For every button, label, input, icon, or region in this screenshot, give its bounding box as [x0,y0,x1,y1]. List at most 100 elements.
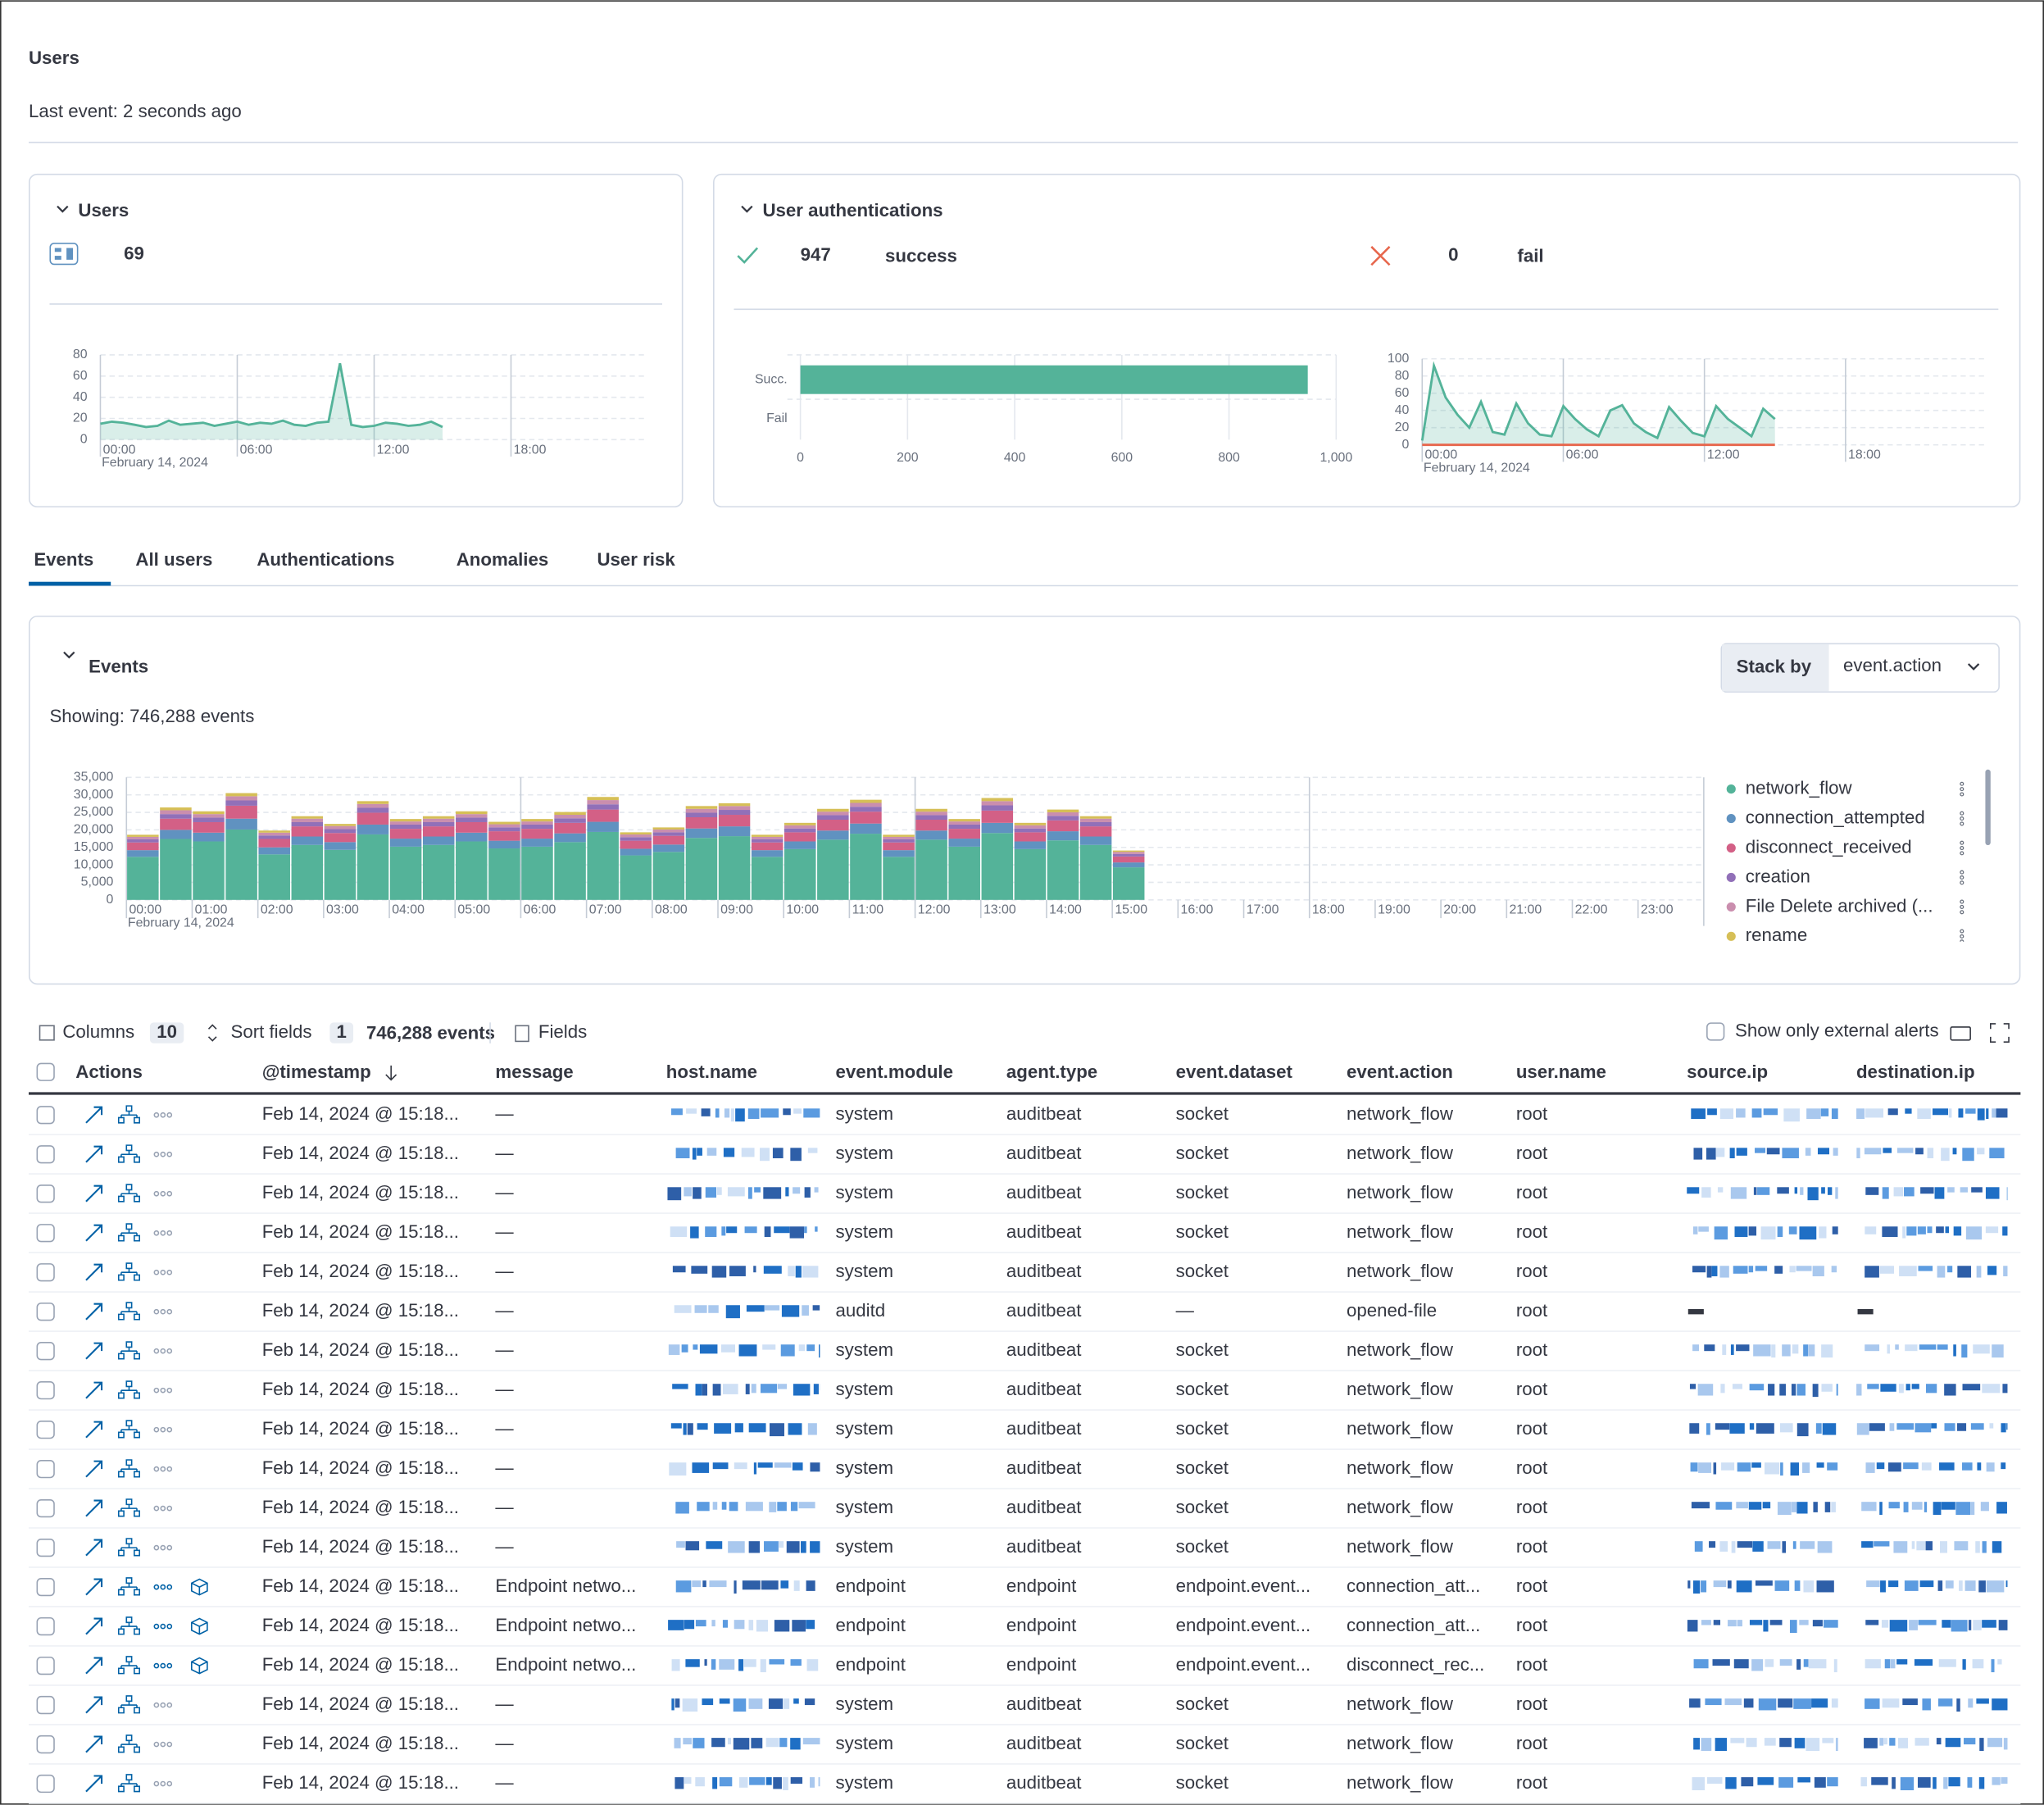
more-actions[interactable] [166,1662,173,1669]
more-actions[interactable] [166,1623,173,1630]
more-actions[interactable] [166,1230,173,1236]
checkbox[interactable] [36,1184,55,1203]
more-actions[interactable] [160,1623,166,1630]
more-actions[interactable] [153,1112,160,1118]
more-actions[interactable] [166,1780,173,1787]
user-link[interactable]: root [1516,1497,1548,1517]
column-header[interactable]: @timestamp [262,1062,371,1082]
tab[interactable]: User risk [597,549,675,570]
analyze-icon[interactable] [117,1616,140,1635]
analyze-icon[interactable] [117,1341,140,1360]
more-actions[interactable] [153,1190,160,1197]
more-actions[interactable] [153,1702,160,1708]
analyze-icon[interactable] [117,1380,140,1399]
analyze-icon[interactable] [117,1262,140,1281]
more-actions[interactable] [153,1269,160,1275]
user-link[interactable]: root [1516,1182,1548,1203]
checkbox[interactable] [36,1538,55,1557]
user-link[interactable]: root [1516,1379,1548,1399]
more-actions[interactable] [160,1584,166,1590]
checkbox[interactable] [36,1263,55,1282]
tab[interactable]: Anomalies [456,549,549,570]
fields-button[interactable]: Fields [538,1021,587,1042]
more-actions[interactable] [166,1190,173,1197]
tab[interactable]: Authentications [257,549,394,570]
user-link[interactable]: root [1516,1694,1548,1714]
fullscreen-icon[interactable] [1989,1023,2010,1043]
analyze-icon[interactable] [117,1695,140,1714]
more-actions[interactable] [166,1544,173,1551]
more-actions[interactable] [160,1741,166,1748]
more-actions[interactable] [160,1112,166,1118]
session-icon[interactable] [191,1657,208,1675]
checkbox[interactable] [36,1695,55,1715]
user-link[interactable]: root [1516,1772,1548,1793]
more-actions[interactable] [160,1466,166,1472]
more-actions[interactable] [166,1387,173,1394]
analyze-icon[interactable] [117,1459,140,1478]
column-header[interactable]: agent.type [1006,1062,1097,1082]
legend-label[interactable]: connection_attempted [1746,807,1925,827]
more-actions[interactable] [166,1505,173,1512]
more-actions[interactable] [153,1308,160,1315]
analyze-icon[interactable] [117,1498,140,1517]
user-link[interactable]: root [1516,1339,1548,1360]
more-actions[interactable] [166,1112,173,1118]
more-actions[interactable] [166,1466,173,1472]
expand-icon[interactable] [85,1539,103,1557]
user-link[interactable]: root [1516,1575,1548,1596]
expand-icon[interactable] [85,1421,103,1439]
column-header[interactable]: source.ip [1687,1062,1768,1082]
checkbox[interactable] [36,1774,55,1794]
analyze-icon[interactable] [117,1656,140,1675]
checkbox[interactable] [1706,1022,1725,1041]
expand-icon[interactable] [85,1775,103,1793]
analyze-icon[interactable] [117,1144,140,1163]
collapse-toggle[interactable] [741,205,753,213]
column-header[interactable]: event.module [836,1062,953,1082]
analyze-icon[interactable] [117,1538,140,1557]
user-link[interactable]: root [1516,1418,1548,1439]
more-actions[interactable] [160,1348,166,1354]
checkbox[interactable] [36,1460,55,1479]
legend-label[interactable]: File Delete archived (... [1746,895,1933,916]
more-actions[interactable] [166,1269,173,1275]
more-actions[interactable] [160,1544,166,1551]
dropdown-arrow[interactable] [1967,663,1980,671]
user-link[interactable]: root [1516,1536,1548,1557]
more-actions[interactable] [160,1308,166,1315]
user-link[interactable]: root [1516,1654,1548,1675]
analyze-icon[interactable] [117,1184,140,1203]
more-actions[interactable] [160,1702,166,1708]
more-actions[interactable] [166,1151,173,1157]
expand-icon[interactable] [85,1696,103,1714]
more-actions[interactable] [153,1741,160,1748]
more-actions[interactable] [153,1780,160,1787]
legend-label[interactable]: disconnect_received [1746,836,1912,857]
more-actions[interactable] [153,1466,160,1472]
more-actions[interactable] [160,1662,166,1669]
expand-icon[interactable] [85,1342,103,1360]
checkbox[interactable] [36,1106,55,1125]
session-icon[interactable] [191,1617,208,1635]
analyze-icon[interactable] [117,1302,140,1321]
more-actions[interactable] [166,1426,173,1433]
more-actions[interactable] [153,1584,160,1590]
checkbox[interactable] [36,1421,55,1439]
more-actions[interactable] [153,1623,160,1630]
legend-label[interactable]: network_flow [1746,777,1853,798]
user-link[interactable]: root [1516,1261,1548,1281]
user-link[interactable]: root [1516,1457,1548,1478]
checkbox[interactable] [36,1062,55,1081]
more-actions[interactable] [160,1426,166,1433]
collapse-toggle[interactable] [63,651,75,659]
analyze-icon[interactable] [117,1735,140,1753]
user-link[interactable]: root [1516,1221,1548,1242]
expand-icon[interactable] [85,1735,103,1753]
expand-icon[interactable] [85,1460,103,1478]
expand-icon[interactable] [85,1224,103,1242]
checkbox[interactable] [36,1735,55,1754]
more-actions[interactable] [153,1348,160,1354]
user-link[interactable]: root [1516,1733,1548,1753]
user-link[interactable]: root [1516,1143,1548,1163]
